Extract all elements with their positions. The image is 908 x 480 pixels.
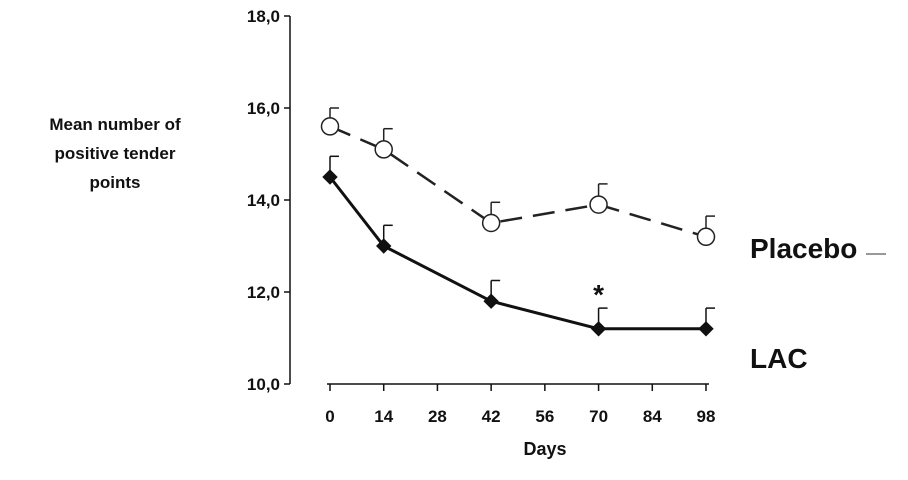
series-line-placebo [329, 125, 707, 238]
y-axis-title: Mean number of positive tender points [49, 115, 181, 192]
x-tick-label: 14 [374, 407, 393, 426]
y-tick-label: 14,0 [247, 191, 280, 210]
series-label-lac: LAC [750, 343, 808, 374]
y-axis-title-line-2: positive tender [55, 144, 176, 163]
y-axis-title-line-3: points [90, 173, 141, 192]
y-axis-title-line-1: Mean number of [49, 115, 181, 134]
x-axis-title: Days [523, 439, 566, 459]
y-tick-label: 16,0 [247, 99, 280, 118]
data-point-lac [698, 321, 714, 337]
x-tick-label: 84 [643, 407, 662, 426]
y-tick-label: 10,0 [247, 375, 280, 394]
data-point-placebo [589, 195, 608, 214]
data-point-lac [376, 238, 392, 254]
data-point-placebo [320, 117, 340, 136]
x-tick-label: 98 [697, 407, 716, 426]
x-tick-label: 28 [428, 407, 447, 426]
data-point-placebo [696, 227, 716, 247]
x-tick-label: 0 [325, 407, 334, 426]
data-point-lac [590, 321, 607, 337]
data-point-lac [483, 293, 499, 309]
x-tick-label: 42 [482, 407, 501, 426]
data-point-lac [322, 169, 338, 185]
x-tick-label: 56 [535, 407, 554, 426]
series-label-placebo: Placebo [750, 233, 857, 264]
x-tick-label: 70 [589, 407, 608, 426]
y-tick-label: 18,0 [247, 7, 280, 26]
plot-area: 10,0 12,0 14,0 16,0 18,0 0 14 28 42 56 70 84 98 * [247, 7, 886, 426]
y-tick-label: 12,0 [247, 283, 280, 302]
series-line-lac [328, 176, 706, 331]
data-point-placebo [374, 140, 393, 159]
data-point-placebo [481, 213, 501, 233]
significance-marker: * [593, 279, 604, 310]
